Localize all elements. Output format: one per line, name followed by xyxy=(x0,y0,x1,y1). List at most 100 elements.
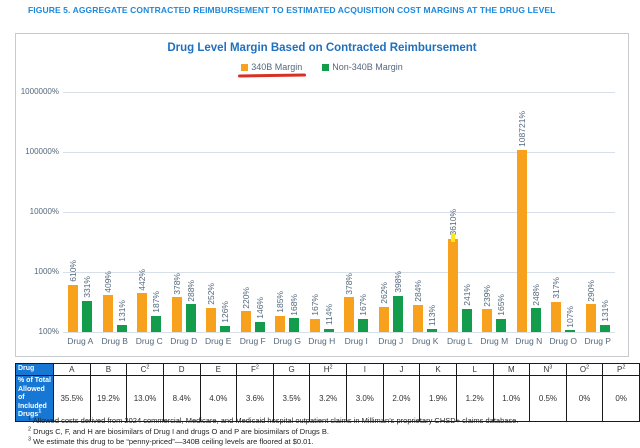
bar-non340b xyxy=(530,308,541,332)
x-axis-category-label: Drug A xyxy=(67,336,94,346)
bar-340b xyxy=(482,309,493,332)
bar-340b xyxy=(240,311,251,332)
plot-area: 100% 1000% 10000% 100000% 1000000% 610% 331% Dr… xyxy=(21,87,615,346)
bar-non340b xyxy=(358,318,369,332)
bar-value-label: 252% xyxy=(206,283,217,305)
allowed-table: Drug A B C2 D E F2 G H2 I J K L M N3 O2 P2% of Total All… xyxy=(15,363,640,422)
x-axis-category-label: Drug H xyxy=(308,336,336,346)
bar-value-label: 146% xyxy=(254,297,265,320)
bar-value-label: 610% xyxy=(68,260,79,282)
x-axis-category-label: Drug E xyxy=(205,336,232,346)
bar-value-label: 378% xyxy=(171,272,182,295)
legend: 340B Margin Non-340B Margin xyxy=(16,62,628,77)
y-axis-tick-label: 1000% xyxy=(34,267,59,276)
allowed-percent-cell: 0% xyxy=(565,375,604,422)
bar-value-label: 220% xyxy=(240,286,251,309)
footnote-number: 1 xyxy=(28,415,32,422)
bar-value-label: 288% xyxy=(185,279,196,302)
chart-panel: Drug Level Margin Based on Contracted Re… xyxy=(15,33,629,357)
allowed-percent-cell: 8.4% xyxy=(162,375,201,422)
legend-swatch-icon xyxy=(241,63,249,71)
footnote-ref: 2 xyxy=(329,364,333,371)
bar-value-label: 167% xyxy=(309,293,320,316)
bar-340b xyxy=(206,307,217,332)
drug-letter-cell: N3 xyxy=(529,363,567,376)
x-axis-category-label: Drug N xyxy=(515,336,543,346)
table-corner-cell: Drug xyxy=(15,363,54,376)
bar-non340b xyxy=(323,328,334,332)
allowed-percent-cell: 3.0% xyxy=(346,375,384,422)
gridline xyxy=(63,152,615,153)
red-underline-annotation xyxy=(238,73,307,77)
bar-340b xyxy=(413,304,424,332)
x-axis-category-label: Drug P xyxy=(584,336,611,346)
bar-value-label: 241% xyxy=(461,284,472,307)
bar-non340b xyxy=(599,324,610,332)
y-axis-tick-label: 100% xyxy=(38,327,59,336)
gridline xyxy=(63,92,615,93)
allowed-percent-cell: 3.2% xyxy=(309,375,347,422)
bar-340b xyxy=(275,315,286,332)
bar-value-label: 409% xyxy=(102,270,113,293)
gridline xyxy=(63,272,615,273)
bar-value-label: 113% xyxy=(427,304,438,326)
bar-value-label: 131% xyxy=(116,300,127,322)
bar-non340b xyxy=(461,309,472,332)
allowed-percent-cell: 3.5% xyxy=(272,375,311,422)
drug-letter-cell: P2 xyxy=(602,363,640,376)
drug-letter-cell: L xyxy=(455,363,494,376)
table-value-row: % of Total Allowed of Included Drugs1 35.… xyxy=(15,375,640,422)
bar-340b xyxy=(447,238,458,332)
legend-label: Non-340B Margin xyxy=(332,62,403,72)
y-axis-tick-label: 100000% xyxy=(25,147,59,156)
x-axis-category-label: Drug G xyxy=(273,336,301,346)
bar-value-label: 239% xyxy=(482,284,493,307)
allowed-percent-cell: 1.2% xyxy=(455,375,494,422)
yellow-highlight-annotation xyxy=(450,232,455,242)
bar-value-label: 398% xyxy=(392,271,403,294)
chart-title: Drug Level Margin Based on Contracted Re… xyxy=(167,42,477,54)
drug-letter-cell: J xyxy=(382,363,421,376)
drug-letter-cell: M xyxy=(492,363,531,376)
drug-letter-cell: B xyxy=(89,363,128,376)
x-axis-category-label: Drug D xyxy=(170,336,198,346)
table-body: Drug A B C2 D E F2 G H2 I J K L M N3 O2 P2% of Total All… xyxy=(15,363,640,422)
footnote-ref: 2 xyxy=(255,364,259,371)
bar-value-label: 185% xyxy=(275,291,286,313)
bar-non340b xyxy=(220,325,231,332)
bar-340b xyxy=(171,297,182,332)
drug-letter-cell: D xyxy=(162,363,201,376)
bar-non340b xyxy=(151,315,162,332)
bar-non340b xyxy=(185,304,196,332)
bar-value-label: 165% xyxy=(496,294,507,316)
bar-non340b xyxy=(289,318,300,332)
bar-value-label: 107% xyxy=(565,305,576,328)
row-label-cell: % of Total Allowed of Included Drugs1 xyxy=(15,375,54,422)
footnote-number: 3 xyxy=(28,436,32,443)
drug-letter-cell: I xyxy=(346,363,384,376)
bar-non340b xyxy=(392,296,403,332)
x-axis-category-label: Drug B xyxy=(101,336,128,346)
gridline xyxy=(63,212,615,213)
bar-340b xyxy=(516,149,527,332)
bar-non340b xyxy=(427,328,438,332)
bar-non340b xyxy=(254,322,265,332)
y-axis-tick-label: 1000000% xyxy=(20,87,59,96)
footnotes: 1 Allowed costs derived from 2024 commer… xyxy=(28,416,518,448)
drug-letter-cell: H2 xyxy=(309,363,347,376)
bar-non340b xyxy=(496,318,507,332)
footnote-ref: 2 xyxy=(146,364,150,371)
bar-value-label: 187% xyxy=(151,290,162,313)
allowed-percent-cell: 13.0% xyxy=(126,375,164,422)
x-axis-category-label: Drug O xyxy=(549,336,577,346)
bar-value-label: 131% xyxy=(599,300,610,322)
bar-340b xyxy=(585,304,596,332)
footnote: 3 We estimate this drug to be “penny-pri… xyxy=(28,436,314,446)
legend-swatch-icon xyxy=(322,63,330,71)
footnote-ref: 1 xyxy=(38,408,42,415)
drug-letter-cell: K xyxy=(419,363,457,376)
x-axis-category-label: Drug C xyxy=(135,336,163,346)
allowed-percent-cell: 0% xyxy=(602,375,640,422)
footnote-ref: 2 xyxy=(586,364,590,371)
table-header-row: Drug A B C2 D E F2 G H2 I J K L M N3 O2 P2 xyxy=(15,363,640,376)
